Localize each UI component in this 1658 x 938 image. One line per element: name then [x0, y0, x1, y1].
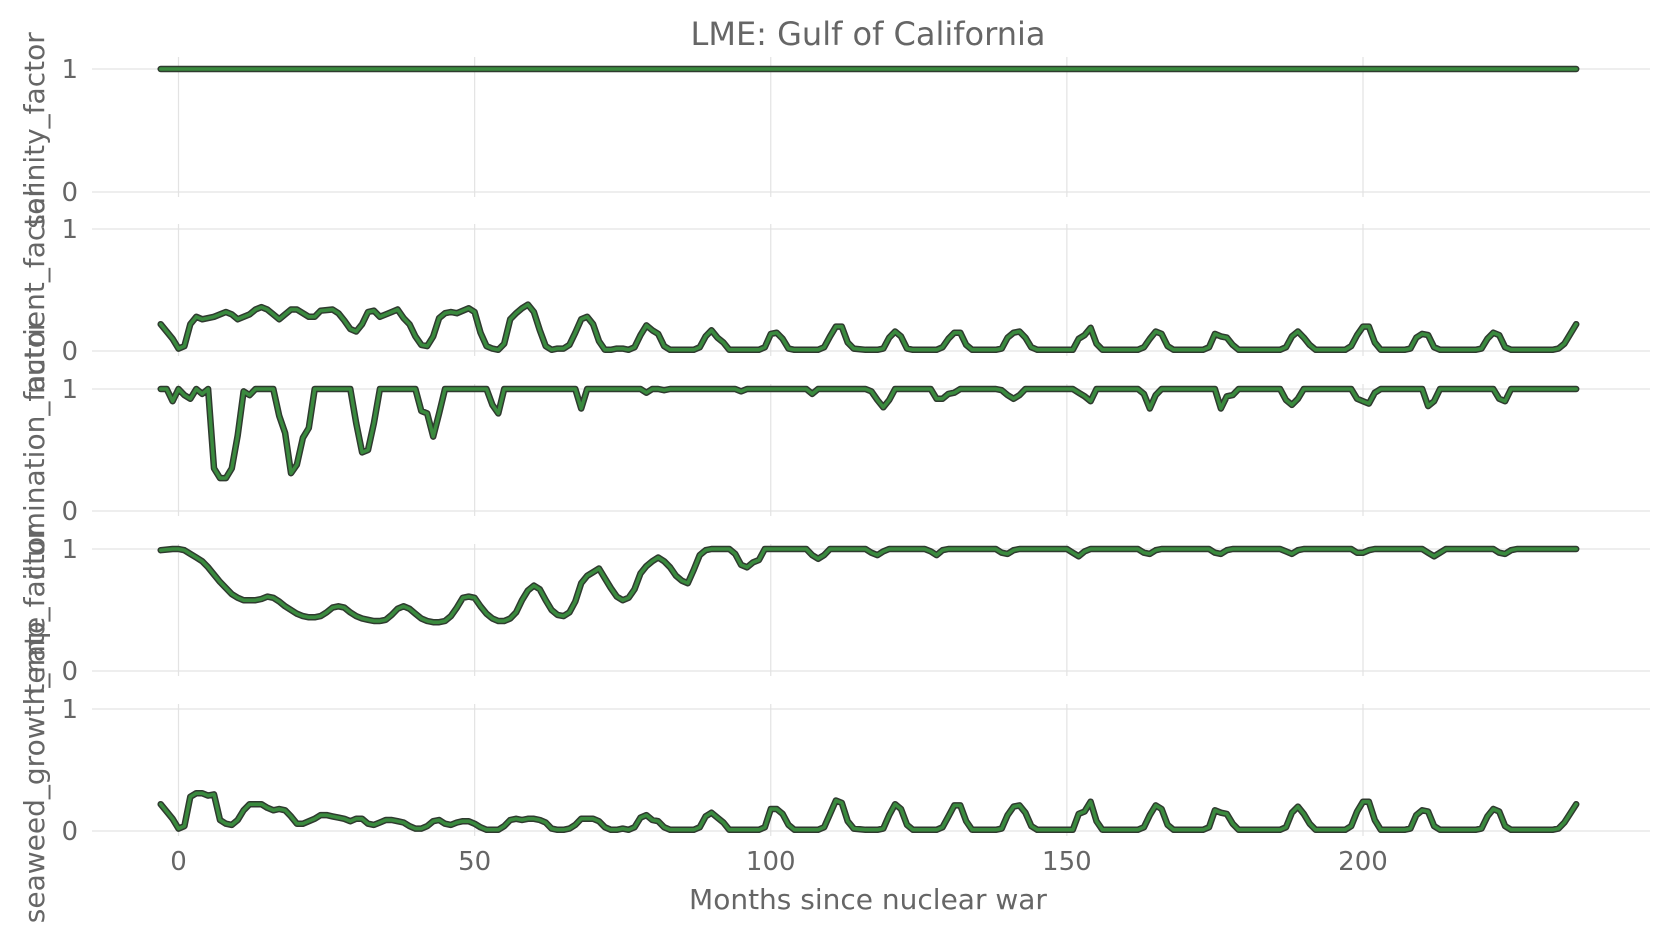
- x-tick-label: 0: [170, 847, 187, 877]
- y-tick-label: 0: [61, 817, 78, 847]
- y-axis-label: salinity_factor: [18, 32, 51, 229]
- panels-group: 0 1 salinity_factor 0 1 nutrient_factor 0 1 illu…: [18, 32, 1650, 923]
- y-tick-label: 0: [61, 497, 78, 527]
- y-tick-label: 1: [61, 215, 78, 245]
- y-tick-label: 0: [61, 657, 78, 687]
- x-tick-label: 100: [746, 847, 796, 877]
- x-tick-label: 200: [1338, 847, 1388, 877]
- y-axis-label: nutrient_factor: [18, 186, 51, 394]
- x-tick-label: 150: [1042, 847, 1092, 877]
- y-tick-label: 1: [61, 55, 78, 85]
- panel-5: 0 1 seaweed_growth_rate: [18, 617, 1650, 923]
- y-tick-label: 1: [61, 375, 78, 405]
- y-tick-label: 0: [61, 178, 78, 208]
- x-axis-label: Months since nuclear war: [689, 883, 1047, 916]
- y-axis-label: seaweed_growth_rate: [18, 617, 51, 923]
- series-line: [158, 302, 1578, 352]
- y-tick-label: 0: [61, 337, 78, 367]
- y-axis-label: illumination_factor: [18, 319, 51, 580]
- series-line: [158, 791, 1578, 832]
- panel-3: 0 1 illumination_factor: [18, 319, 1650, 580]
- x-axis: 0 50 100 150 200: [170, 847, 1388, 877]
- series-line-edge: [157, 545, 1580, 626]
- series-line: [158, 547, 1578, 624]
- y-axis-label: temp_factor: [18, 525, 51, 695]
- x-tick-label: 50: [458, 847, 491, 877]
- series-line: [158, 387, 1578, 480]
- panel-1: 0 1 salinity_factor: [18, 32, 1650, 229]
- y-tick-label: 1: [61, 695, 78, 725]
- y-tick-label: 1: [61, 535, 78, 565]
- panel-2: 0 1 nutrient_factor: [18, 186, 1650, 394]
- chart-title: LME: Gulf of California: [691, 15, 1046, 53]
- panel-4: 0 1 temp_factor: [18, 525, 1650, 695]
